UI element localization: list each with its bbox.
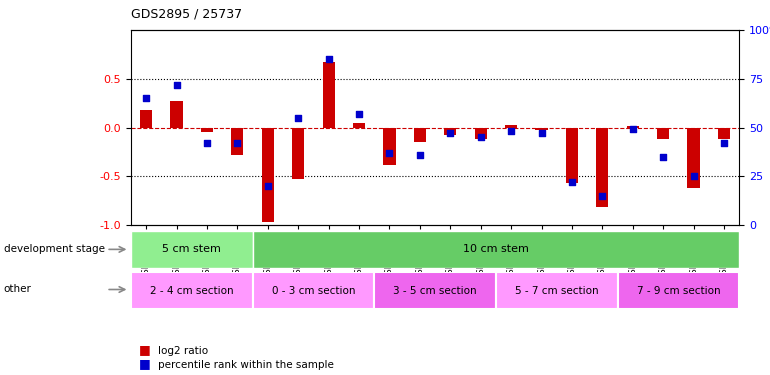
- Bar: [444, 128, 457, 135]
- Point: [170, 82, 182, 88]
- Bar: [474, 128, 487, 139]
- Bar: [596, 128, 608, 207]
- Point: [353, 111, 365, 117]
- Point: [262, 183, 274, 189]
- Point: [505, 128, 517, 134]
- Text: other: other: [4, 285, 32, 294]
- Text: 10 cm stem: 10 cm stem: [463, 244, 529, 254]
- Point: [140, 95, 152, 101]
- Point: [474, 134, 487, 140]
- Text: 3 - 5 cm section: 3 - 5 cm section: [393, 286, 477, 296]
- Point: [566, 179, 578, 185]
- Bar: [140, 110, 152, 128]
- Text: development stage: development stage: [4, 244, 105, 254]
- Bar: [718, 128, 730, 139]
- Point: [657, 154, 669, 160]
- Bar: [618, 272, 739, 309]
- Bar: [413, 128, 426, 142]
- Bar: [688, 128, 700, 188]
- Point: [627, 126, 639, 132]
- Text: 5 - 7 cm section: 5 - 7 cm section: [515, 286, 598, 296]
- Text: percentile rank within the sample: percentile rank within the sample: [158, 360, 333, 370]
- Bar: [353, 123, 365, 128]
- Bar: [566, 128, 578, 183]
- Bar: [292, 128, 304, 179]
- Bar: [170, 101, 182, 128]
- Point: [596, 193, 608, 199]
- Bar: [253, 272, 374, 309]
- Bar: [131, 231, 253, 268]
- Point: [535, 130, 547, 136]
- Point: [688, 173, 700, 179]
- Bar: [262, 128, 274, 222]
- Text: GDS2895 / 25737: GDS2895 / 25737: [131, 8, 242, 21]
- Text: log2 ratio: log2 ratio: [158, 346, 208, 355]
- Point: [413, 152, 426, 158]
- Bar: [383, 128, 396, 165]
- Bar: [505, 124, 517, 128]
- Bar: [374, 272, 496, 309]
- Point: [201, 140, 213, 146]
- Point: [383, 150, 396, 156]
- Text: 2 - 4 cm section: 2 - 4 cm section: [150, 286, 233, 296]
- Bar: [131, 272, 253, 309]
- Bar: [627, 126, 639, 128]
- Bar: [201, 128, 213, 132]
- Point: [323, 56, 335, 62]
- Bar: [323, 62, 335, 128]
- Text: 0 - 3 cm section: 0 - 3 cm section: [272, 286, 355, 296]
- Bar: [231, 128, 243, 155]
- Point: [231, 140, 243, 146]
- Bar: [535, 128, 547, 130]
- Bar: [253, 231, 739, 268]
- Text: ■: ■: [139, 343, 150, 356]
- Bar: [657, 128, 669, 139]
- Point: [718, 140, 730, 146]
- Text: ■: ■: [139, 357, 150, 370]
- Point: [292, 115, 304, 121]
- Text: 5 cm stem: 5 cm stem: [162, 244, 221, 254]
- Point: [444, 130, 457, 136]
- Bar: [496, 272, 618, 309]
- Text: 7 - 9 cm section: 7 - 9 cm section: [637, 286, 720, 296]
